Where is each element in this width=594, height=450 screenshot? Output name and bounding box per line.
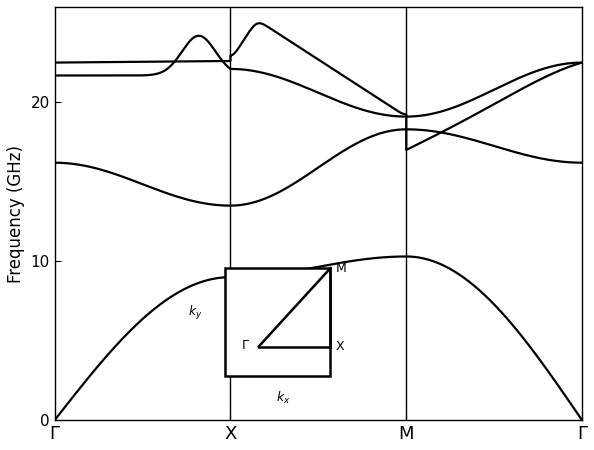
Text: M: M xyxy=(336,262,347,274)
Bar xyxy=(225,268,330,376)
Y-axis label: Frequency (GHz): Frequency (GHz) xyxy=(7,144,25,283)
Text: X: X xyxy=(336,340,345,353)
Text: $k_x$: $k_x$ xyxy=(276,390,290,406)
Text: $\Gamma$: $\Gamma$ xyxy=(242,339,250,351)
Text: $k_y$: $k_y$ xyxy=(188,304,203,322)
